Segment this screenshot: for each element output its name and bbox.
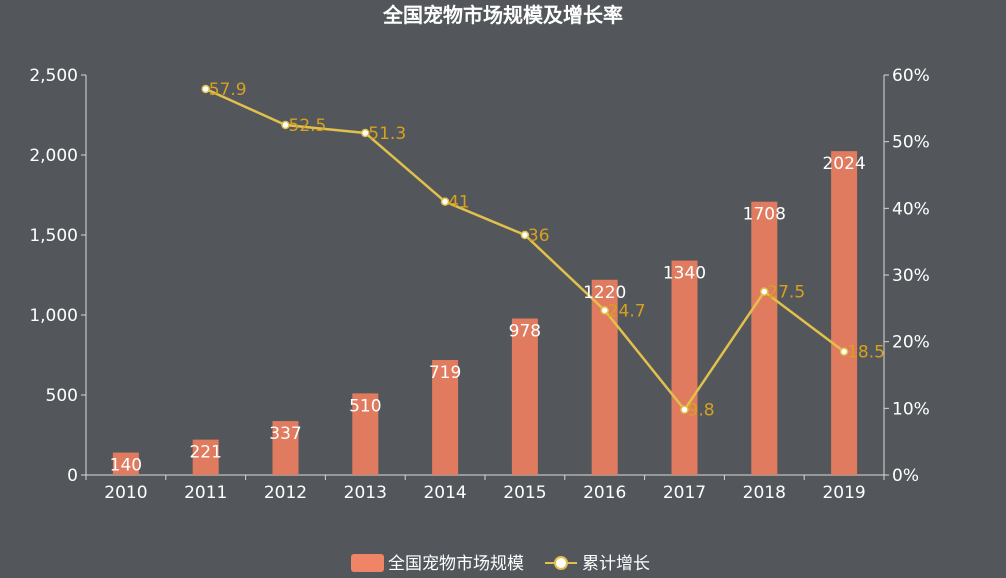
y-left-tick-label: 0 bbox=[67, 466, 78, 486]
y-left-tick-label: 2,000 bbox=[29, 146, 78, 166]
growth-value-label: 57.9 bbox=[209, 80, 247, 100]
legend-label-market-size[interactable]: 全国宠物市场规模 bbox=[388, 554, 524, 574]
growth-point bbox=[281, 120, 290, 130]
x-tick-label: 2018 bbox=[743, 483, 786, 503]
bar bbox=[192, 439, 219, 475]
growth-value-label: 41 bbox=[448, 193, 470, 213]
y-right-tick-label: 0% bbox=[892, 466, 919, 486]
x-tick-label: 2014 bbox=[423, 483, 466, 503]
bar-value-label: 719 bbox=[429, 363, 461, 383]
growth-point bbox=[520, 230, 530, 240]
growth-point bbox=[600, 306, 609, 315]
bar-value-label: 140 bbox=[110, 456, 142, 476]
legend[interactable]: 全国宠物市场规模 累计增长 bbox=[351, 554, 650, 574]
data-labels: 140 221 337 510 719 978 1220 1340 1708 2024 57.9 52… bbox=[110, 80, 885, 476]
growth-value-label: 18.5 bbox=[847, 343, 885, 363]
bar bbox=[272, 421, 299, 475]
bar-value-label: 1708 bbox=[743, 205, 786, 225]
bar bbox=[511, 318, 538, 475]
y-left-tick-label: 500 bbox=[46, 386, 78, 406]
y-right-tick-label: 50% bbox=[892, 133, 930, 153]
bar bbox=[831, 151, 858, 475]
x-tick-label: 2017 bbox=[663, 483, 706, 503]
growth-point bbox=[760, 287, 769, 296]
y-left-tick-label: 1,500 bbox=[29, 226, 78, 246]
growth-point bbox=[361, 128, 370, 138]
growth-point bbox=[839, 347, 849, 356]
y-left-tick-label: 2,500 bbox=[29, 66, 78, 86]
bar-series bbox=[112, 151, 858, 475]
bar bbox=[352, 393, 379, 475]
y-right-tick-label: 60% bbox=[892, 66, 930, 86]
x-tick-label: 2016 bbox=[583, 483, 626, 503]
growth-point bbox=[440, 197, 450, 206]
line-series bbox=[201, 84, 849, 414]
bar-value-label: 1220 bbox=[583, 283, 626, 303]
y-right-tick-label: 10% bbox=[892, 399, 930, 419]
x-tick-label: 2019 bbox=[822, 483, 865, 503]
bar-value-label: 1340 bbox=[663, 264, 706, 284]
growth-point bbox=[680, 405, 689, 414]
axes: 0 500 1,000 1,500 2,000 2,500 0% 10% 20% 30% 40% 50… bbox=[29, 66, 929, 503]
bar bbox=[751, 201, 778, 475]
bar bbox=[112, 452, 139, 475]
y-right-tick-label: 40% bbox=[892, 199, 930, 219]
growth-point bbox=[201, 84, 210, 94]
y-right-tick-label: 30% bbox=[892, 266, 930, 286]
bar-value-label: 337 bbox=[269, 424, 301, 444]
growth-value-label: 24.7 bbox=[608, 301, 646, 321]
legend-marker-cumulative-growth[interactable] bbox=[554, 556, 568, 570]
x-tick-label: 2015 bbox=[503, 483, 546, 503]
growth-value-label: 9.8 bbox=[688, 401, 715, 421]
bar-value-label: 221 bbox=[189, 443, 221, 463]
chart-title: 全国宠物市场规模及增长率 bbox=[382, 3, 623, 27]
x-tick-label: 2012 bbox=[264, 483, 307, 503]
bar-value-label: 978 bbox=[509, 322, 541, 342]
y-right-tick-label: 20% bbox=[892, 333, 930, 353]
legend-swatch-market-size[interactable] bbox=[351, 554, 384, 572]
growth-value-label: 27.5 bbox=[767, 283, 805, 303]
y-left-tick-label: 1,000 bbox=[29, 306, 78, 326]
bar bbox=[432, 359, 459, 475]
x-tick-label: 2013 bbox=[344, 483, 387, 503]
bar-value-label: 510 bbox=[349, 396, 381, 416]
x-tick-label: 2011 bbox=[184, 483, 227, 503]
growth-value-label: 51.3 bbox=[368, 124, 406, 144]
legend-label-cumulative-growth[interactable]: 累计增长 bbox=[582, 554, 650, 574]
x-tick-label: 2010 bbox=[104, 483, 147, 503]
growth-value-label: 52.5 bbox=[289, 116, 327, 136]
bar-value-label: 2024 bbox=[822, 154, 865, 174]
growth-value-label: 36 bbox=[528, 226, 550, 246]
bar bbox=[671, 260, 698, 475]
